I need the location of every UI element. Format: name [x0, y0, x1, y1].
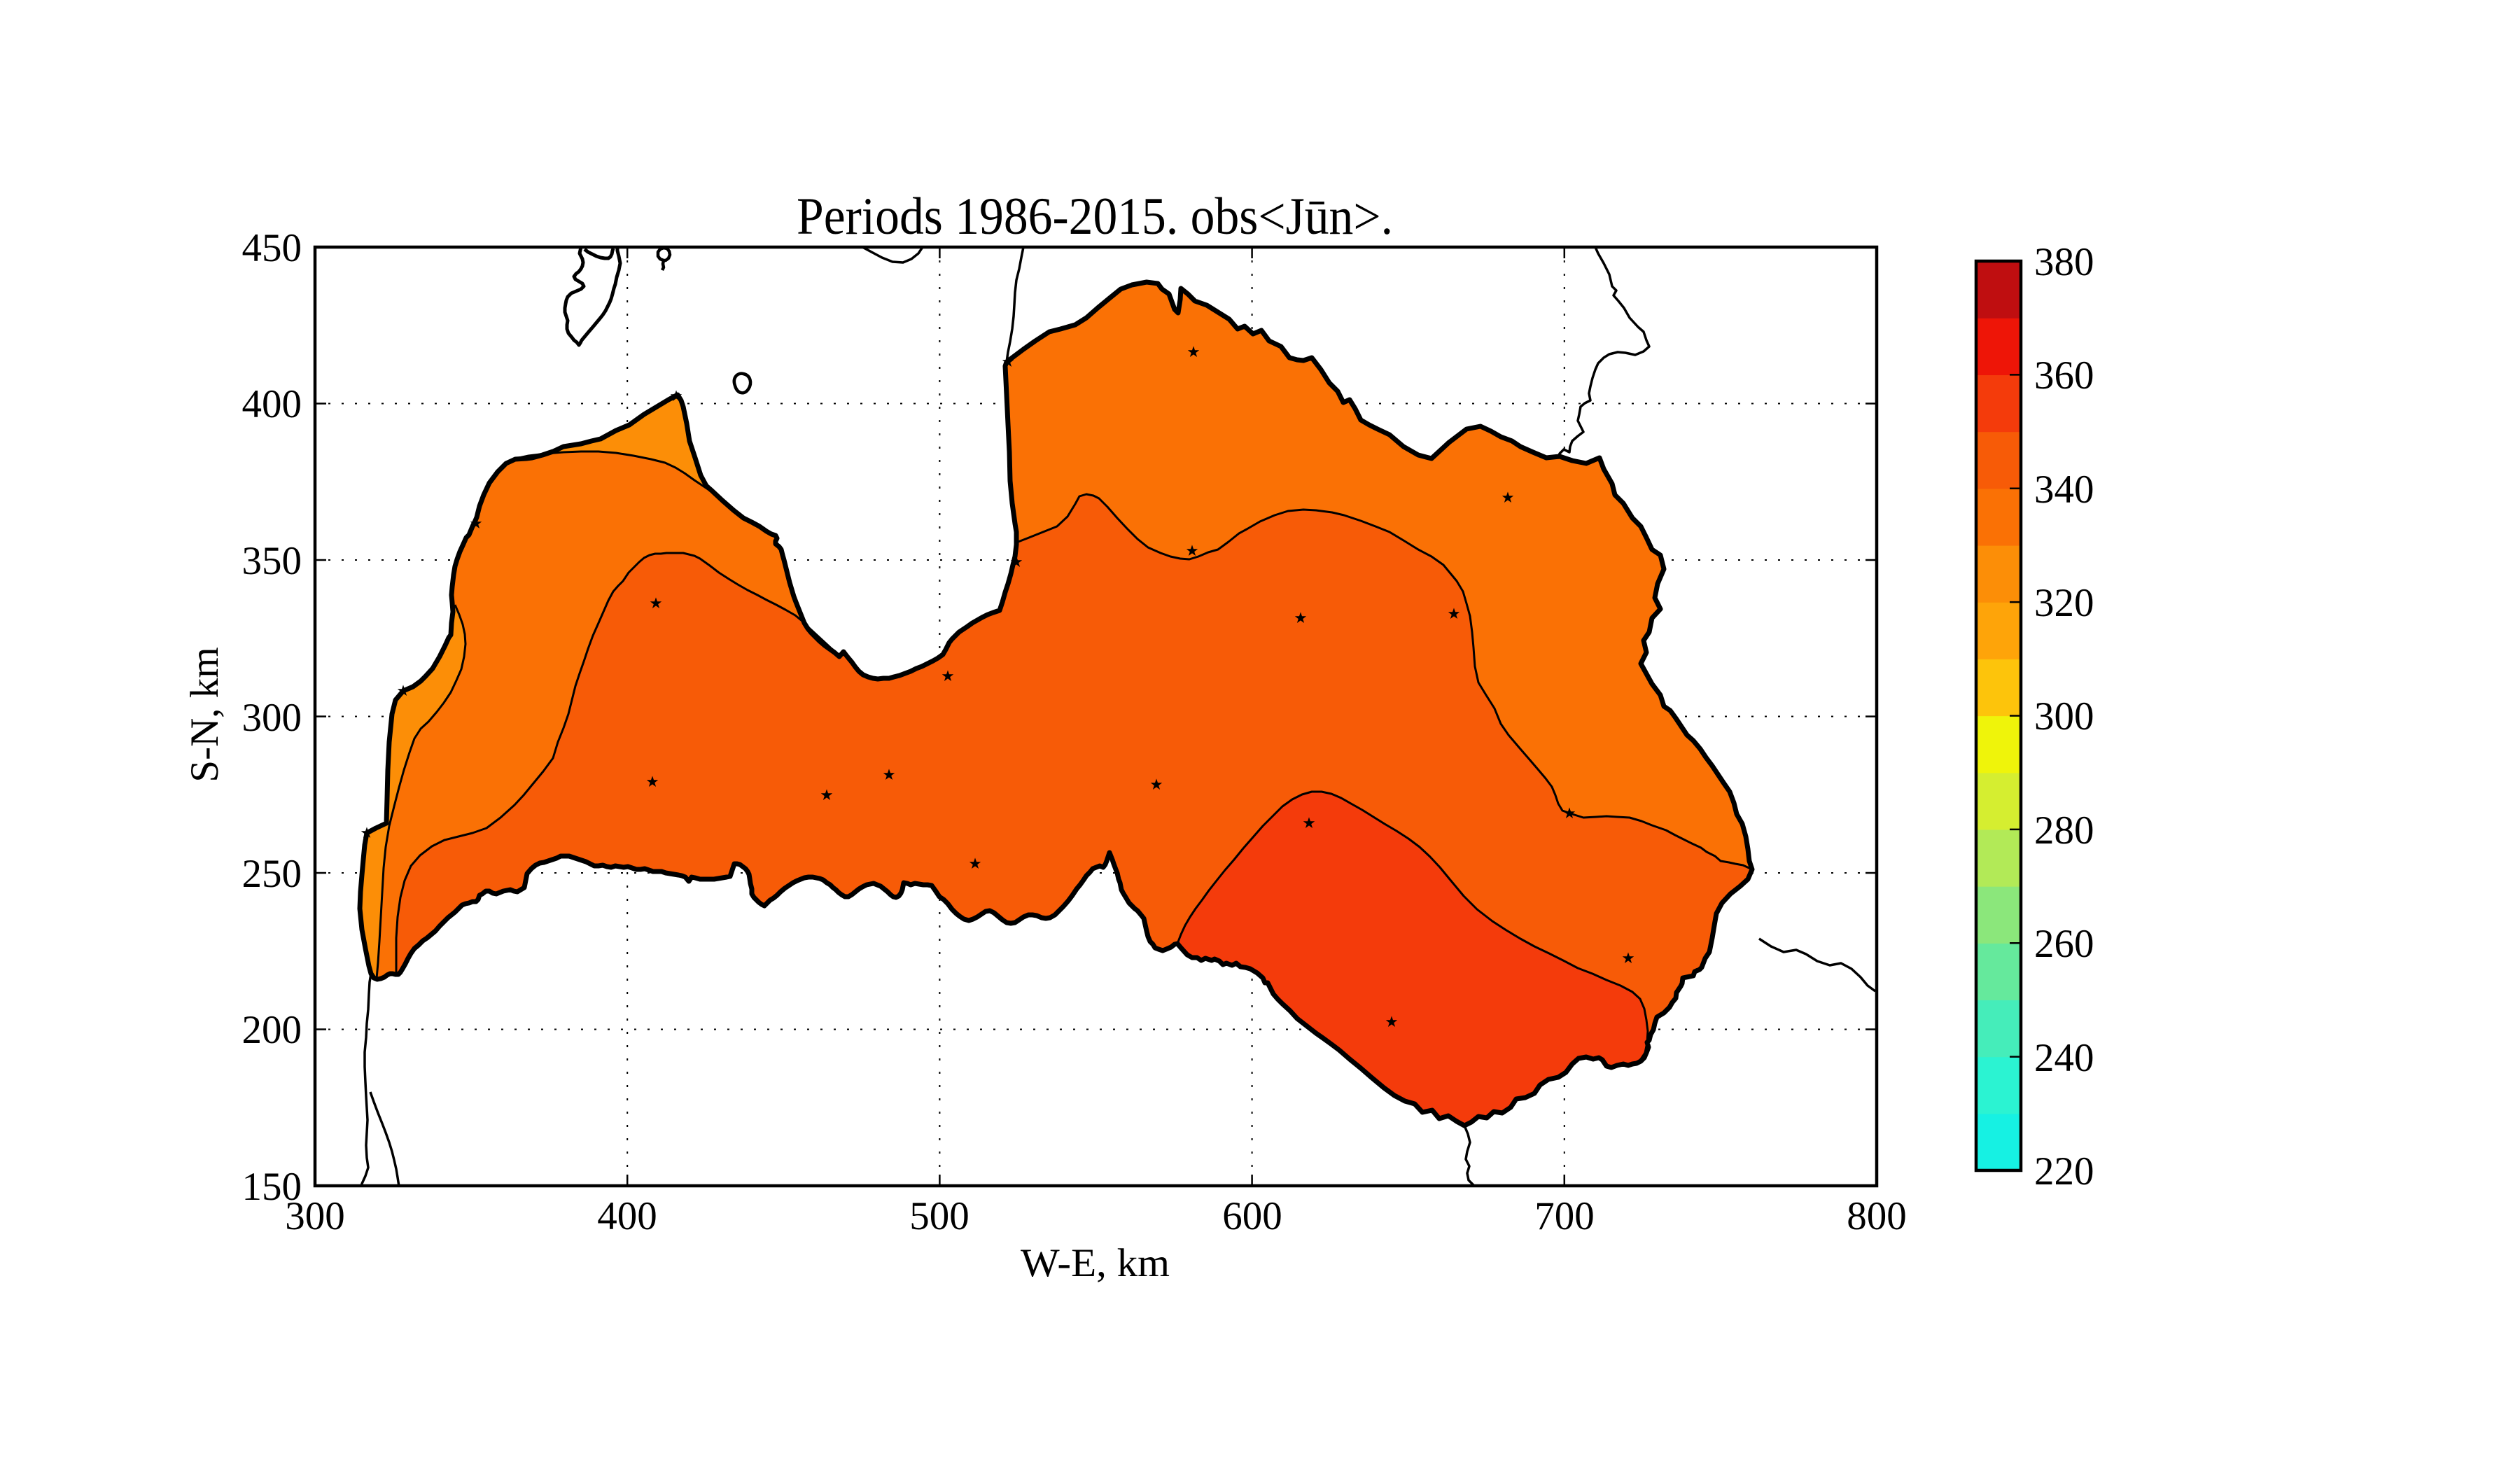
- svg-text:220: 220: [2034, 1149, 2094, 1194]
- svg-text:150: 150: [242, 1165, 302, 1209]
- svg-text:400: 400: [597, 1194, 657, 1238]
- svg-text:280: 280: [2034, 808, 2094, 853]
- svg-text:300: 300: [285, 1194, 345, 1238]
- svg-text:300: 300: [2034, 694, 2094, 738]
- svg-text:240: 240: [2034, 1036, 2094, 1080]
- svg-text:800: 800: [1847, 1194, 1907, 1238]
- svg-text:Periods 1986-2015. obs<Jūn>.: Periods 1986-2015. obs<Jūn>.: [797, 188, 1393, 246]
- svg-text:250: 250: [242, 852, 302, 896]
- svg-text:260: 260: [2034, 922, 2094, 966]
- svg-text:450: 450: [242, 226, 302, 270]
- svg-text:700: 700: [1534, 1194, 1595, 1238]
- svg-text:320: 320: [2034, 581, 2094, 625]
- svg-text:600: 600: [1222, 1194, 1282, 1238]
- svg-text:350: 350: [242, 539, 302, 583]
- svg-text:400: 400: [242, 382, 302, 426]
- svg-text:500: 500: [909, 1194, 969, 1238]
- svg-text:300: 300: [242, 696, 302, 740]
- svg-text:360: 360: [2034, 354, 2094, 398]
- svg-text:380: 380: [2034, 240, 2094, 284]
- svg-text:200: 200: [242, 1008, 302, 1052]
- svg-text:340: 340: [2034, 468, 2094, 512]
- svg-text:W-E, km: W-E, km: [1021, 1241, 1170, 1285]
- svg-text:S-N, km: S-N, km: [183, 647, 227, 782]
